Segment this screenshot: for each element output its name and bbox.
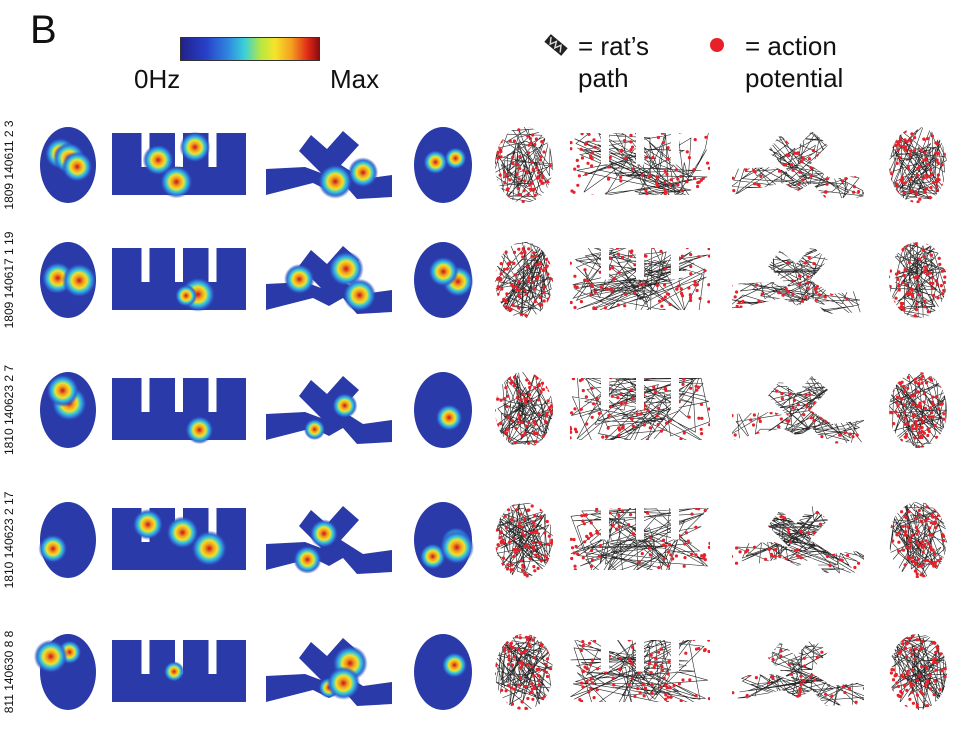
rate-map: [414, 127, 472, 203]
rate-map: [40, 242, 97, 318]
colorbar-min-label: 0Hz: [134, 64, 181, 94]
rat-path-legend-icon: [544, 34, 568, 56]
row-label: 1809 140617 1 19: [2, 231, 16, 329]
path-spike-plot: [889, 502, 947, 578]
path-spike-plot: [732, 638, 864, 706]
path-spike-plot: [889, 242, 947, 318]
rate-map: [112, 131, 246, 199]
path-spike-plot: [570, 246, 710, 310]
rate-map: [112, 506, 246, 570]
rate-map: [112, 246, 246, 312]
action-potential-legend-line2: potential: [745, 63, 844, 93]
path-spike-plot: [732, 376, 864, 444]
path-spike-plot: [570, 638, 710, 702]
action-potential-legend-icon: [710, 38, 724, 52]
path-spike-plot: [732, 506, 864, 574]
rate-map: [414, 242, 474, 318]
rate-map: [414, 502, 475, 578]
action-potential-legend-text: = action potential: [745, 30, 843, 94]
rate-map: [414, 372, 472, 448]
colorbar-max-label: Max: [330, 64, 380, 94]
rate-map: [33, 634, 96, 710]
rate-map: [266, 131, 392, 199]
rate-map: [38, 502, 96, 578]
firing-rate-colorbar: [180, 37, 320, 61]
panel-letter: B: [30, 8, 57, 52]
rate-map: [40, 127, 96, 203]
path-spike-plot: [889, 372, 947, 448]
rate-map: [266, 638, 392, 706]
rate-map: [40, 372, 96, 448]
path-spike-plot: [570, 376, 710, 440]
rat-path-legend-text: = rat’s path: [578, 30, 649, 94]
path-spike-plot: [889, 634, 947, 710]
path-spike-plot: [570, 506, 710, 570]
path-spike-plot: [495, 372, 553, 448]
path-spike-plot: [732, 131, 864, 199]
path-spike-plot: [495, 634, 553, 710]
rate-map: [266, 246, 392, 314]
row-label: 1810 140623 2 17: [2, 491, 16, 589]
row-label: 811 140630 8 8: [2, 630, 16, 714]
rat-path-legend-line2: path: [578, 63, 629, 93]
action-potential-legend-line1: = action: [745, 31, 837, 61]
rate-map: [266, 506, 392, 574]
path-spike-plot: [732, 246, 864, 314]
rate-map: [112, 376, 246, 445]
rate-map: [266, 376, 392, 444]
rate-map: [112, 638, 246, 702]
path-spike-plot: [570, 131, 710, 195]
path-spike-plot: [495, 242, 553, 318]
rate-map: [414, 634, 472, 710]
rat-path-legend-line1: = rat’s: [578, 31, 650, 61]
path-spike-plot: [889, 127, 947, 203]
path-spike-plot: [495, 127, 553, 203]
path-spike-plot: [495, 502, 553, 578]
row-label: 1810 140623 2 7: [2, 364, 16, 456]
